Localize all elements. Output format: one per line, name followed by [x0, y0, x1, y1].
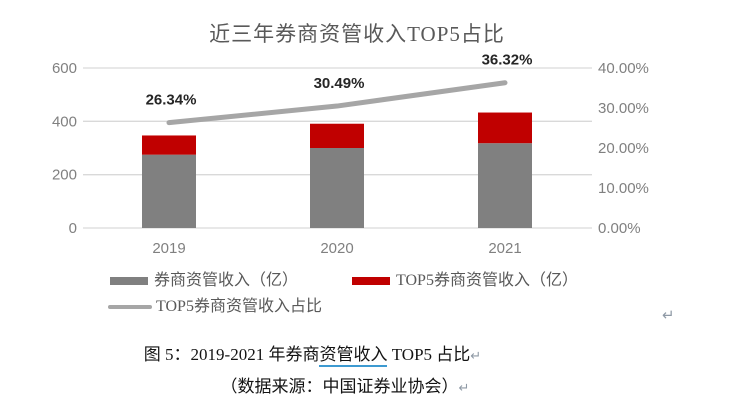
x-axis-category-label: 2020: [320, 240, 353, 257]
bar-total-segment: [142, 154, 196, 228]
left-axis-tick-label: 200: [52, 167, 77, 184]
right-axis-tick-label: 10.00%: [598, 180, 649, 197]
left-axis-tick-label: 0: [69, 220, 77, 237]
legend-swatch-gray-bar: [110, 277, 148, 285]
chart-title: 近三年券商资管收入TOP5占比: [209, 22, 505, 46]
legend-swatch-gray-line: [108, 305, 152, 309]
caption-source-text: （数据来源：中国证券业协会）: [220, 377, 459, 396]
trend-line: [166, 80, 508, 126]
caption-text-underlined: 资管收入: [319, 345, 388, 367]
bar-top5-segment: [478, 112, 532, 144]
line-data-label: 26.34%: [146, 92, 197, 109]
data-source-caption: （数据来源：中国证券业协会）↵: [0, 372, 690, 397]
legend-label-total-revenue: 券商资管收入（亿）: [154, 272, 299, 289]
figure-caption: 图 5：2019-2021 年券商资管收入 TOP5 占比↵: [0, 340, 625, 367]
right-axis-tick-label: 40.00%: [598, 60, 649, 77]
legend-label-top5-share: TOP5券商资管收入占比: [156, 298, 322, 315]
paragraph-mark: ↵: [470, 349, 482, 364]
x-axis-category-label: 2021: [488, 240, 521, 257]
legend-item-top5-revenue: TOP5券商资管收入（亿）: [352, 272, 578, 290]
line-data-label: 30.49%: [314, 75, 365, 92]
bar-top5-segment: [310, 123, 364, 148]
bar-total-segment: [310, 148, 364, 228]
right-axis-tick-label: 20.00%: [598, 140, 649, 157]
caption-text-suffix: TOP5 占比: [387, 345, 471, 364]
line-data-label: 36.32%: [482, 52, 533, 69]
paragraph-mark: ↵: [458, 381, 470, 396]
bar-top5-segment: [142, 135, 196, 155]
caption-text-prefix: 图 5：2019-2021 年券商: [143, 345, 320, 364]
legend-label-top5-revenue: TOP5券商资管收入（亿）: [396, 272, 578, 289]
left-axis-tick-label: 400: [52, 113, 77, 130]
right-axis-tick-label: 30.00%: [598, 100, 649, 117]
legend-item-top5-share: TOP5券商资管收入占比: [108, 298, 322, 316]
bar-total-segment: [478, 143, 532, 228]
combo-chart: 600 400 200 0 40.00% 30.00% 20.00% 10.00% 0.00% 2…: [52, 52, 649, 257]
right-axis-tick-label: 0.00%: [598, 220, 641, 237]
legend-swatch-red-bar: [352, 277, 390, 285]
x-axis-category-label: 2019: [152, 240, 185, 257]
paragraph-mark: ↵: [662, 306, 675, 324]
left-axis-tick-label: 600: [52, 60, 77, 77]
legend-item-total-revenue: 券商资管收入（亿）: [110, 272, 298, 290]
